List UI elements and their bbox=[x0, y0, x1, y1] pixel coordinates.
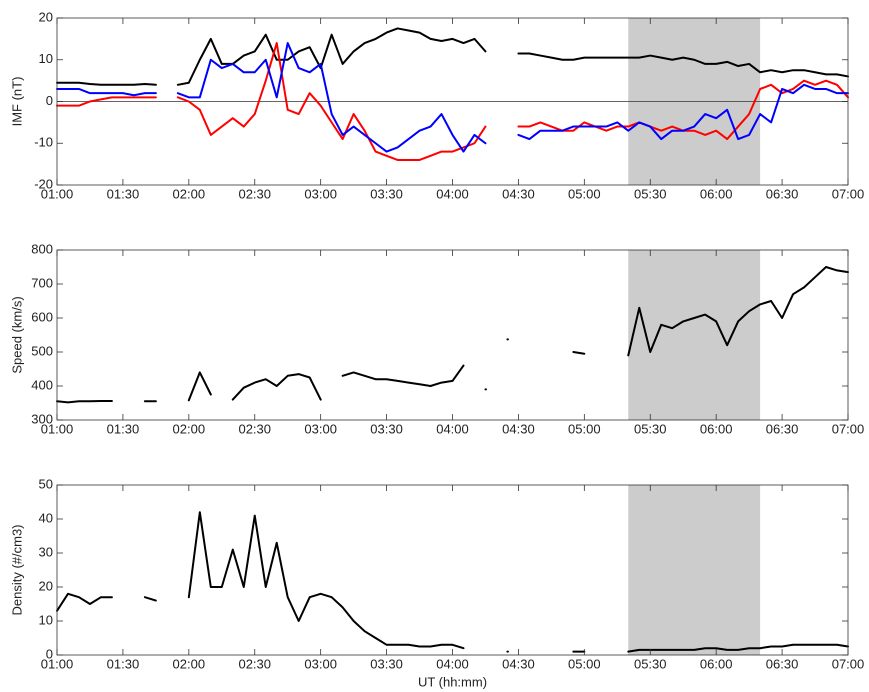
y-tick-label: 0 bbox=[46, 93, 53, 108]
x-tick-label: 04:00 bbox=[436, 421, 469, 436]
x-tick-label: 07:00 bbox=[832, 186, 865, 201]
x-tick-label: 01:30 bbox=[107, 186, 140, 201]
data-line bbox=[56, 399, 113, 404]
x-tick-label: 04:00 bbox=[436, 656, 469, 671]
shaded-region bbox=[628, 250, 761, 420]
data-line bbox=[517, 83, 849, 141]
data-line bbox=[517, 52, 849, 78]
x-tick-label: 05:30 bbox=[634, 656, 667, 671]
x-tick-label: 06:00 bbox=[700, 186, 733, 201]
panel: 0 10 20 30 40 50 01:00 01:30 02:00 02:30 03:00 03:3… bbox=[9, 476, 864, 689]
x-tick-label: 02:00 bbox=[173, 656, 206, 671]
data-line bbox=[627, 266, 849, 357]
x-tick-label: 05:00 bbox=[568, 186, 601, 201]
x-tick-label: 04:30 bbox=[502, 421, 535, 436]
x-tick-label: 06:00 bbox=[700, 656, 733, 671]
x-tick-label: 02:30 bbox=[238, 186, 271, 201]
data-line bbox=[176, 42, 487, 161]
shaded-region bbox=[628, 485, 761, 655]
data-line bbox=[143, 596, 157, 602]
y-axis-label: Density (#/cm3) bbox=[9, 524, 24, 615]
x-tick-label: 04:30 bbox=[502, 186, 535, 201]
y-tick-label: 20 bbox=[39, 578, 53, 593]
x-tick-label: 01:00 bbox=[41, 656, 74, 671]
x-tick-label: 01:30 bbox=[107, 421, 140, 436]
x-axis-label: UT (hh:mm) bbox=[418, 674, 487, 689]
x-tick-label: 03:30 bbox=[370, 186, 403, 201]
y-tick-label: -20 bbox=[34, 176, 53, 191]
x-tick-label: 03:30 bbox=[370, 656, 403, 671]
y-tick-label: 300 bbox=[31, 411, 53, 426]
x-tick-label: 01:00 bbox=[41, 421, 74, 436]
x-tick-label: 02:00 bbox=[173, 421, 206, 436]
y-tick-label: 30 bbox=[39, 544, 53, 559]
x-tick-label: 01:30 bbox=[107, 656, 140, 671]
x-tick-label: 04:30 bbox=[502, 656, 535, 671]
x-tick-label: 05:30 bbox=[634, 421, 667, 436]
x-tick-label: 07:00 bbox=[832, 656, 865, 671]
data-line bbox=[341, 364, 465, 387]
data-line bbox=[56, 592, 113, 612]
y-tick-label: 10 bbox=[39, 612, 53, 627]
x-tick-label: 06:00 bbox=[700, 421, 733, 436]
y-tick-label: 40 bbox=[39, 510, 53, 525]
x-tick-label: 07:00 bbox=[832, 421, 865, 436]
y-tick-label: 10 bbox=[39, 51, 53, 66]
data-line bbox=[231, 373, 322, 401]
x-tick-label: 05:30 bbox=[634, 186, 667, 201]
x-tick-label: 03:00 bbox=[304, 186, 337, 201]
y-axis-label: Speed (km/s) bbox=[9, 296, 24, 373]
data-line bbox=[187, 511, 465, 650]
x-tick-label: 05:00 bbox=[568, 421, 601, 436]
x-tick-label: 03:00 bbox=[304, 656, 337, 671]
data-line bbox=[176, 42, 487, 153]
x-tick-label: 02:30 bbox=[238, 421, 271, 436]
data-line bbox=[56, 96, 157, 107]
y-tick-label: -10 bbox=[34, 135, 53, 150]
data-line bbox=[56, 81, 157, 86]
panel: 300 400 500 600 700 800 01:00 01:30 02:00 02:30 03… bbox=[9, 241, 864, 436]
y-tick-label: 400 bbox=[31, 377, 53, 392]
x-tick-label: 03:00 bbox=[304, 421, 337, 436]
y-tick-label: 800 bbox=[31, 241, 53, 256]
y-tick-label: 0 bbox=[46, 646, 53, 661]
x-tick-label: 01:00 bbox=[41, 186, 74, 201]
data-line bbox=[187, 371, 212, 402]
y-tick-label: 20 bbox=[39, 9, 53, 24]
y-tick-label: 600 bbox=[31, 309, 53, 324]
data-line bbox=[56, 87, 157, 97]
data-line bbox=[176, 27, 487, 86]
x-tick-label: 02:30 bbox=[238, 656, 271, 671]
x-tick-label: 06:30 bbox=[766, 421, 799, 436]
y-tick-label: 700 bbox=[31, 275, 53, 290]
x-tick-label: 06:30 bbox=[766, 656, 799, 671]
x-tick-label: 04:00 bbox=[436, 186, 469, 201]
x-tick-label: 03:30 bbox=[370, 421, 403, 436]
y-axis-label: IMF (nT) bbox=[9, 77, 24, 127]
x-tick-label: 05:00 bbox=[568, 656, 601, 671]
y-tick-label: 50 bbox=[39, 476, 53, 491]
data-line bbox=[572, 351, 586, 355]
panel: -20 -10 0 10 20 01:00 01:30 02:00 02:30 03:00 03:3… bbox=[9, 9, 864, 201]
x-tick-label: 02:00 bbox=[173, 186, 206, 201]
data-line bbox=[627, 643, 849, 653]
y-tick-label: 500 bbox=[31, 343, 53, 358]
x-tick-label: 06:30 bbox=[766, 186, 799, 201]
